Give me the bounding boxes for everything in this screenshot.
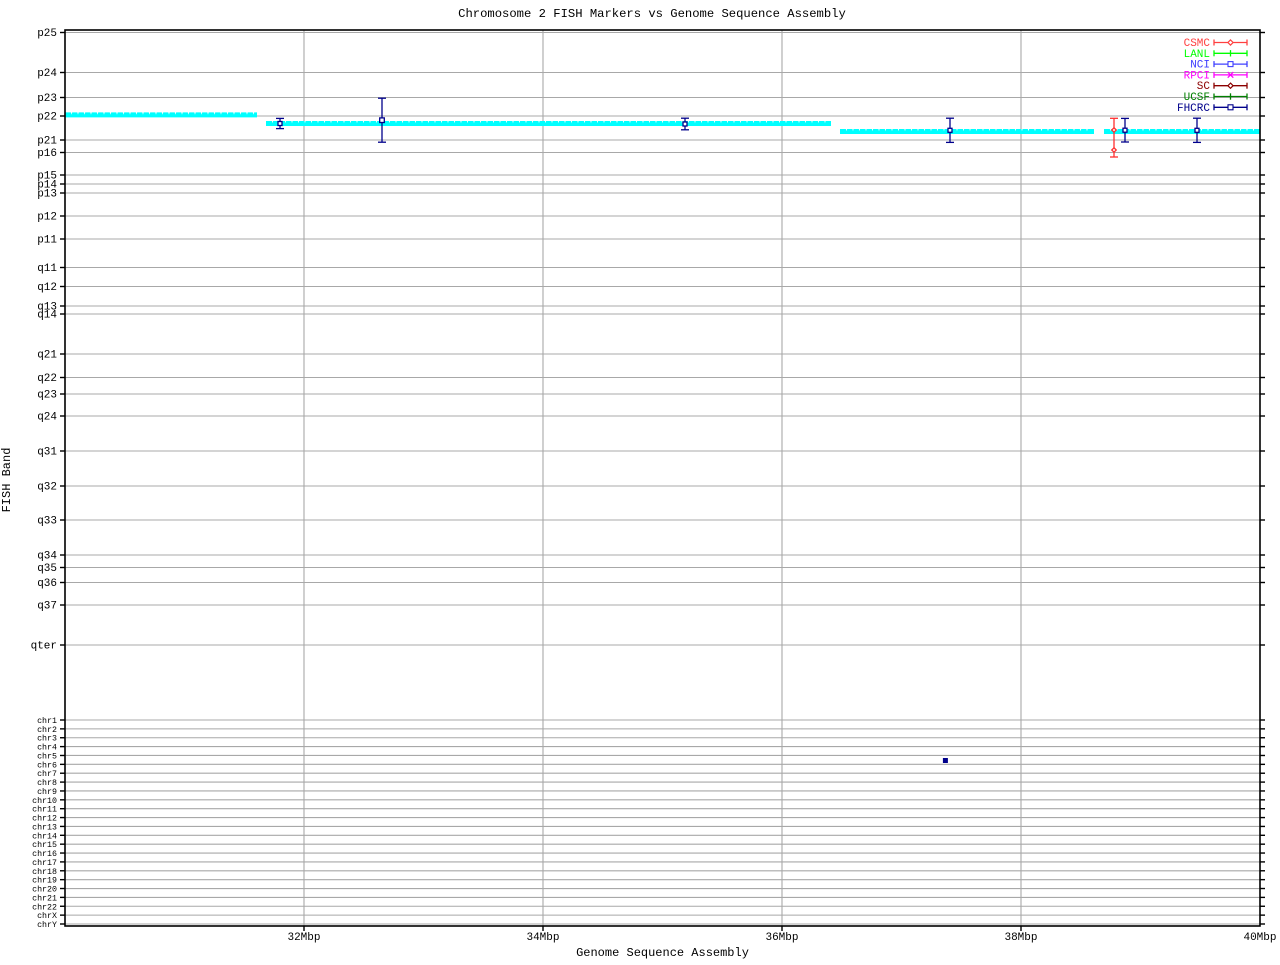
svg-text:chr17: chr17 [32,858,57,868]
svg-text:chr19: chr19 [32,876,57,886]
svg-text:p22: p22 [37,112,57,124]
svg-text:chr1: chr1 [37,716,57,726]
svg-text:chr21: chr21 [32,893,57,903]
svg-text:q23: q23 [37,390,57,402]
svg-text:chr6: chr6 [37,760,57,770]
svg-text:chr15: chr15 [32,840,57,850]
svg-text:32Mbp: 32Mbp [287,932,320,944]
svg-text:Chromosome 2 FISH Markers vs G: Chromosome 2 FISH Markers vs Genome Sequ… [458,7,846,21]
svg-text:p21: p21 [37,136,57,148]
svg-text:q31: q31 [37,447,57,459]
svg-text:chr3: chr3 [37,734,57,744]
svg-text:q32: q32 [37,482,57,494]
svg-text:chr10: chr10 [32,796,57,806]
svg-text:chr2: chr2 [37,725,57,735]
svg-text:chrY: chrY [37,920,57,930]
svg-text:chr14: chr14 [32,831,57,841]
svg-text:p12: p12 [37,212,57,224]
svg-text:chr22: chr22 [32,902,57,912]
svg-text:q22: q22 [37,373,57,385]
svg-text:q24: q24 [37,412,57,424]
svg-text:q37: q37 [37,601,57,613]
svg-text:q14: q14 [37,310,57,322]
svg-text:q21: q21 [37,350,57,362]
svg-text:chr11: chr11 [32,805,57,815]
svg-text:p11: p11 [37,235,57,247]
svg-text:q12: q12 [37,282,57,294]
svg-text:chr7: chr7 [37,769,57,779]
svg-text:FHCRC: FHCRC [1177,103,1210,115]
svg-text:40Mbp: 40Mbp [1243,932,1276,944]
svg-text:chr9: chr9 [37,787,57,797]
svg-text:p13: p13 [37,189,57,201]
svg-text:chrX: chrX [37,911,57,921]
svg-text:chr4: chr4 [37,743,57,753]
svg-text:q33: q33 [37,516,57,528]
svg-text:q36: q36 [37,578,57,590]
svg-text:36Mbp: 36Mbp [765,932,798,944]
svg-text:chr16: chr16 [32,849,57,859]
svg-text:p23: p23 [37,93,57,105]
svg-text:qter: qter [31,641,57,653]
svg-text:chr20: chr20 [32,885,57,895]
svg-text:chr12: chr12 [32,814,57,824]
svg-text:FISH Band: FISH Band [0,448,14,513]
svg-text:Genome Sequence Assembly: Genome Sequence Assembly [576,946,749,960]
svg-text:q35: q35 [37,563,57,575]
svg-text:q11: q11 [37,263,57,275]
svg-text:chr8: chr8 [37,778,57,788]
svg-text:p24: p24 [37,68,57,80]
svg-text:38Mbp: 38Mbp [1004,932,1037,944]
svg-text:34Mbp: 34Mbp [526,932,559,944]
svg-text:chr5: chr5 [37,751,57,761]
svg-text:p16: p16 [37,148,57,160]
svg-text:chr13: chr13 [32,822,57,832]
svg-text:q34: q34 [37,551,57,563]
svg-text:p25: p25 [37,28,57,40]
svg-text:chr18: chr18 [32,867,57,877]
